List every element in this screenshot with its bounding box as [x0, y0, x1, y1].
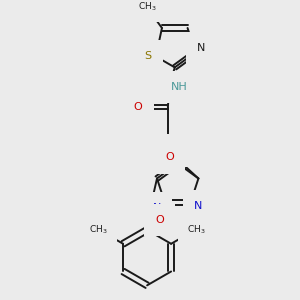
Text: CH$_3$: CH$_3$ — [137, 1, 156, 13]
Text: S: S — [172, 146, 179, 155]
Text: O: O — [165, 152, 174, 163]
Text: NH: NH — [171, 82, 188, 92]
Text: N: N — [197, 44, 206, 53]
Text: S: S — [144, 52, 152, 61]
Text: O: O — [134, 102, 142, 112]
Text: N: N — [194, 201, 202, 211]
Text: CH$_3$: CH$_3$ — [187, 223, 205, 236]
Text: O: O — [156, 215, 164, 225]
Text: N: N — [153, 203, 161, 213]
Text: CH$_3$: CH$_3$ — [89, 223, 108, 236]
